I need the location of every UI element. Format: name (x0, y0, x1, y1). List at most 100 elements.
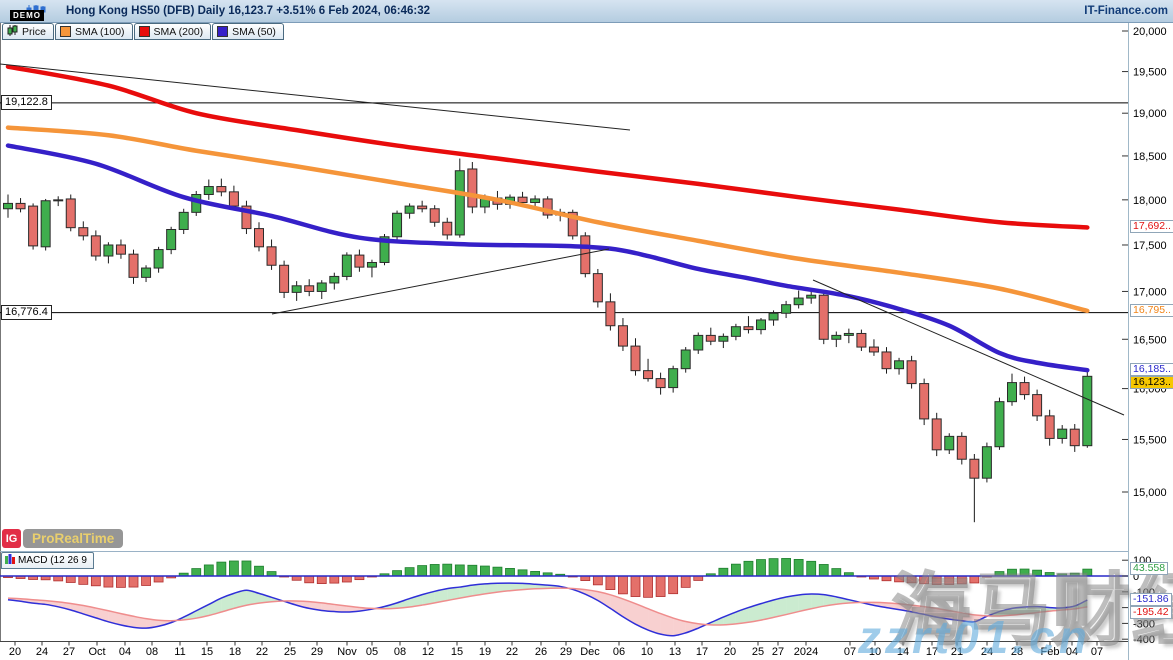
svg-text:2024: 2024 (794, 646, 818, 658)
svg-text:Feb: Feb (1041, 646, 1060, 658)
price-value-box: 16,185.. (1130, 363, 1173, 377)
macd-line (7, 582, 1088, 637)
svg-text:22: 22 (506, 646, 518, 658)
x-axis: 20 24 27 Oct 04 08 11 15 18 22 25 29 Nov 05 08 12 15 19 22… (9, 641, 1103, 658)
level-price-label: 16,776.4 (1, 304, 52, 320)
svg-text:16,500: 16,500 (1133, 334, 1167, 346)
svg-text:15,500: 15,500 (1133, 434, 1167, 446)
title-bar: DEMO Hong Kong HS50 (DFB) Daily 16,123.7… (0, 0, 1173, 23)
svg-text:17: 17 (696, 646, 708, 658)
candles-layer (3, 158, 1093, 523)
svg-text:08: 08 (394, 646, 406, 658)
svg-text:17: 17 (926, 646, 938, 658)
instrument-title: Hong Kong HS50 (DFB) Daily 16,123.7 +3.5… (66, 5, 430, 17)
tab-sma100-label: SMA (100) (74, 25, 125, 38)
svg-text:04: 04 (1066, 646, 1078, 658)
svg-text:19,500: 19,500 (1133, 67, 1167, 79)
proprealtime-logo[interactable]: IG ProRealTime (2, 529, 124, 548)
svg-text:-400: -400 (1133, 634, 1155, 646)
svg-text:29: 29 (311, 646, 323, 658)
svg-text:15: 15 (201, 646, 213, 658)
svg-text:20: 20 (724, 646, 736, 658)
trendline[interactable] (271, 248, 610, 315)
ma-line-200[interactable] (5, 64, 1090, 230)
ig-logo: IG (2, 529, 21, 548)
svg-text:19: 19 (479, 646, 491, 658)
svg-text:15,000: 15,000 (1133, 487, 1167, 499)
price-value-box: 16,123.. (1130, 376, 1173, 390)
svg-text:14: 14 (897, 646, 909, 658)
svg-text:26: 26 (535, 646, 547, 658)
svg-text:28: 28 (1011, 646, 1023, 658)
svg-text:27: 27 (772, 646, 784, 658)
sma100-swatch (59, 26, 71, 37)
level-price-label: 19,122.8 (1, 94, 52, 110)
svg-text:05: 05 (366, 646, 378, 658)
macd-value-box: -195.42 (1130, 605, 1172, 619)
svg-text:04: 04 (119, 646, 131, 658)
svg-text:19,000: 19,000 (1133, 108, 1167, 120)
trendline[interactable] (812, 279, 1125, 416)
tab-sma-200[interactable]: SMA (200) (133, 23, 212, 40)
svg-text:18,500: 18,500 (1133, 151, 1167, 163)
svg-text:20,000: 20,000 (1133, 26, 1167, 38)
watermark-url: zzrt01.cn (858, 611, 1091, 660)
tab-price-label: Price (22, 25, 46, 38)
price-axis: 20,000 19,500 19,000 18,500 18,000 17,500 17,0… (1122, 26, 1167, 646)
ma-line-50[interactable] (5, 143, 1090, 373)
svg-text:27: 27 (63, 646, 75, 658)
svg-text:07: 07 (1091, 646, 1103, 658)
svg-text:10: 10 (869, 646, 881, 658)
macd-pane (0, 558, 1128, 637)
svg-text:0: 0 (1133, 571, 1139, 583)
ma-line-100[interactable] (5, 125, 1090, 314)
svg-text:20: 20 (9, 646, 21, 658)
svg-text:Oct: Oct (88, 646, 105, 658)
svg-text:15: 15 (451, 646, 463, 658)
tab-sma-50[interactable]: SMA (50) (212, 23, 284, 40)
tab-sma50-label: SMA (50) (232, 25, 276, 38)
svg-text:18,000: 18,000 (1133, 195, 1167, 207)
svg-text:24: 24 (36, 646, 48, 658)
svg-text:11: 11 (174, 646, 185, 658)
svg-text:10: 10 (641, 646, 653, 658)
tab-price[interactable]: Price (2, 23, 54, 40)
svg-text:08: 08 (146, 646, 158, 658)
svg-text:22: 22 (256, 646, 268, 658)
svg-text:21: 21 (951, 646, 963, 658)
price-candle-icon (7, 24, 18, 39)
svg-text:25: 25 (284, 646, 296, 658)
price-value-box: 16,795.. (1130, 303, 1173, 317)
svg-text:18: 18 (229, 646, 241, 658)
svg-text:12: 12 (422, 646, 434, 658)
sma200-swatch (138, 26, 150, 37)
tab-sma200-label: SMA (200) (153, 25, 204, 38)
sma50-swatch (217, 26, 229, 37)
svg-text:07: 07 (844, 646, 856, 658)
macd-indicator-tab[interactable]: MACD (12 26 9 (1, 552, 94, 569)
svg-text:13: 13 (669, 646, 681, 658)
svg-text:24: 24 (981, 646, 993, 658)
macd-signal-line (7, 587, 1088, 626)
watermark-center: 海马财经 (891, 565, 1173, 656)
trendline[interactable] (0, 63, 631, 131)
svg-text:29: 29 (560, 646, 572, 658)
brand-label: IT-Finance.com (1084, 5, 1168, 17)
svg-text:06: 06 (613, 646, 625, 658)
macd-tab-label: MACD (12 26 9 (18, 555, 87, 566)
svg-text:17,000: 17,000 (1133, 286, 1167, 298)
svg-text:17,500: 17,500 (1133, 240, 1167, 252)
legend-row: Price SMA (100) SMA (200) SMA (50) (2, 23, 285, 40)
tab-sma-100[interactable]: SMA (100) (54, 23, 133, 40)
macd-value-box: -151.86 (1130, 592, 1172, 606)
price-value-box: 17,692.. (1130, 220, 1173, 234)
svg-text:25: 25 (752, 646, 764, 658)
svg-text:Dec: Dec (580, 646, 600, 658)
svg-text:Nov: Nov (337, 646, 357, 658)
macd-value-box: 43.558 (1130, 562, 1169, 576)
prorealtime-label: ProRealTime (23, 529, 124, 548)
demo-badge: DEMO (10, 10, 44, 21)
macd-mini-icon (5, 554, 15, 567)
